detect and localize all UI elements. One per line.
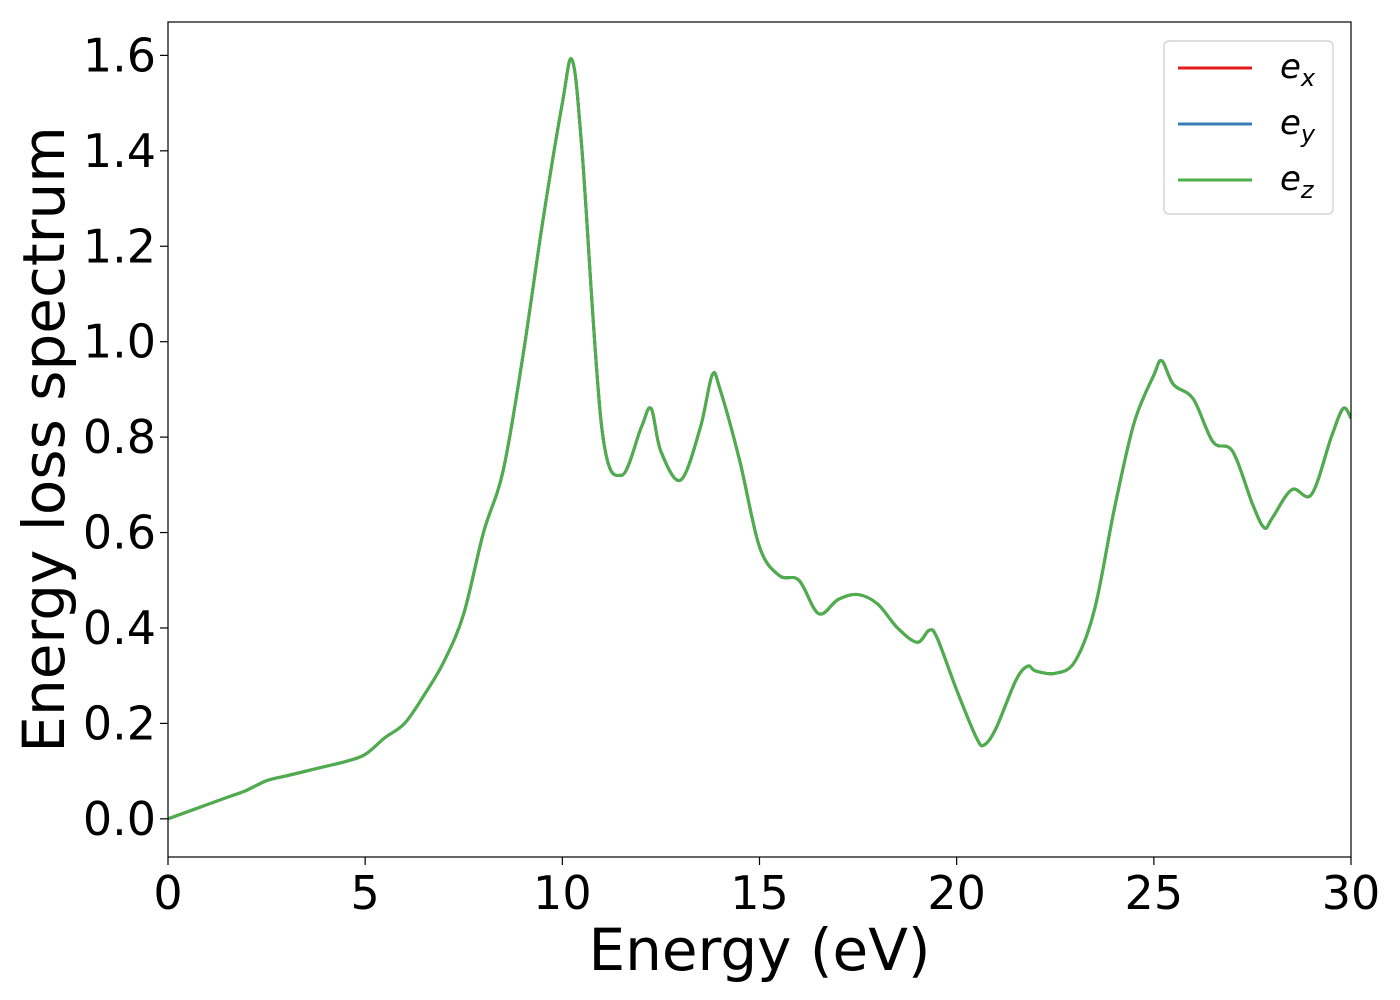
x-tick-label: 20	[927, 866, 986, 920]
y-tick-label: 1.4	[83, 124, 156, 178]
legend-label-e-x: ex	[1280, 47, 1316, 92]
y-axis-ticks: 0.0 0.2 0.4 0.6 0.8 1.0 1.2 1.4 1.6	[83, 28, 168, 846]
series-line-e-z	[168, 57, 1351, 821]
y-axis-title: Energy loss spectrum	[10, 126, 78, 752]
y-tick-label: 1.2	[83, 219, 156, 273]
y-tick-label: 1.0	[83, 315, 156, 369]
x-tick-label: 15	[730, 866, 789, 920]
x-tick-label: 10	[533, 866, 592, 920]
legend-box	[1163, 40, 1334, 215]
y-tick-label: 0.0	[83, 792, 156, 846]
legend-label-e-z: ez	[1280, 159, 1315, 204]
x-tick-label: 25	[1125, 866, 1184, 920]
legend: ex ey ez	[1163, 40, 1334, 215]
x-axis-title: Energy (eV)	[588, 916, 930, 984]
x-tick-label: 30	[1322, 866, 1381, 920]
x-tick-label: 0	[153, 866, 182, 920]
series-lines	[168, 57, 1351, 821]
y-tick-label: 1.6	[83, 28, 156, 82]
y-tick-label: 0.8	[83, 410, 156, 464]
y-tick-label: 0.6	[83, 506, 156, 560]
legend-label-e-y: ey	[1280, 103, 1316, 148]
x-tick-label: 5	[351, 866, 380, 920]
x-axis-ticks: 0 5 10 15 20 25 30	[153, 857, 1380, 920]
y-tick-label: 0.2	[83, 696, 156, 750]
y-tick-label: 0.4	[83, 601, 156, 655]
